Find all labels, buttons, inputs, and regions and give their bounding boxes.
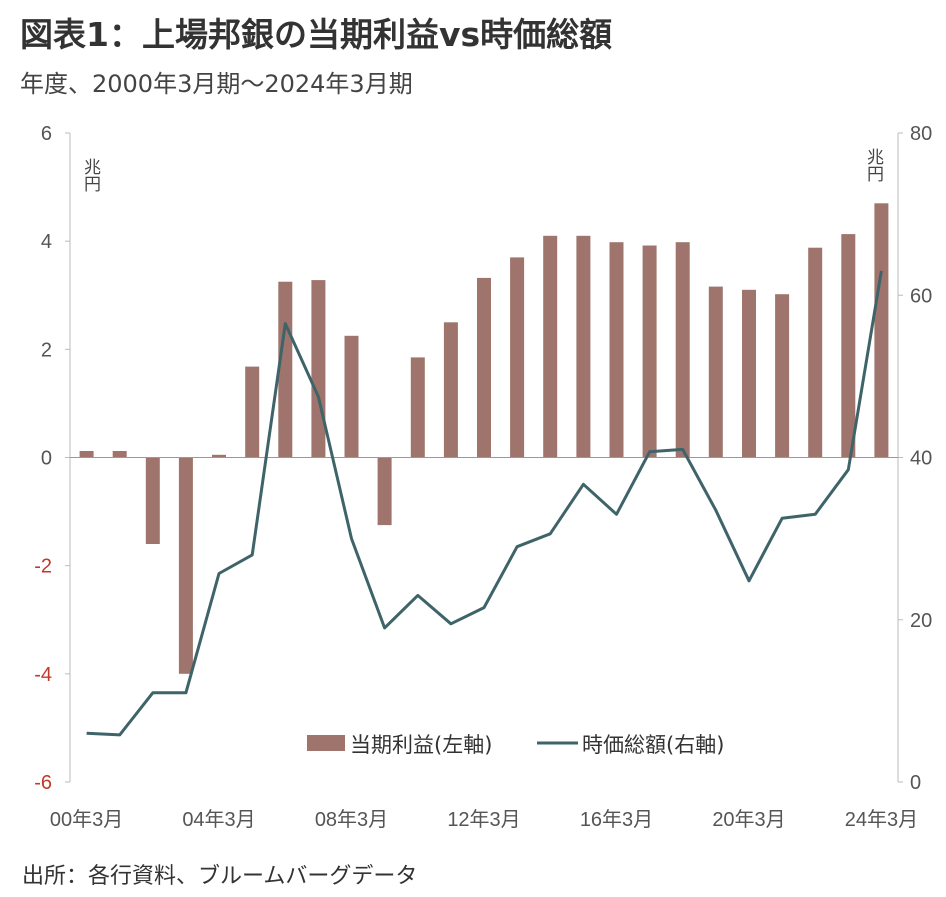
bar <box>609 242 624 458</box>
bar <box>808 247 823 458</box>
bar <box>145 457 160 544</box>
x-axis-ticks: 00年3月 04年3月 08年3月 12年3月 16年3月 20年3月 24年3月 <box>50 808 918 831</box>
bar <box>708 286 723 458</box>
source-note: 出所：各行資料、ブルームバーグデータ <box>22 864 418 889</box>
left-tick-label: 2 <box>41 339 52 361</box>
bar <box>576 235 591 458</box>
bar <box>112 451 127 458</box>
bar <box>841 234 856 458</box>
bar <box>245 366 260 458</box>
line-series <box>86 270 883 737</box>
bar <box>443 322 458 458</box>
x-tick-label: 24年3月 <box>845 808 918 831</box>
line-path <box>86 270 883 737</box>
left-tick-label: 4 <box>41 231 52 253</box>
right-tick-label: 60 <box>910 285 932 307</box>
x-tick-label: 20年3月 <box>712 808 785 831</box>
x-tick-label: 04年3月 <box>182 808 255 831</box>
legend-line-label: 時価総額(右軸) <box>582 733 724 757</box>
bar <box>477 277 491 458</box>
x-tick-label: 12年3月 <box>447 808 520 831</box>
x-tick-label: 08年3月 <box>315 808 388 831</box>
left-axis-ticks: 6 4 2 0 -2 -4 -6 <box>34 123 70 794</box>
right-axis-ticks: 80 60 40 20 0 <box>898 123 932 794</box>
x-tick-label: 16年3月 <box>580 808 653 831</box>
bar <box>675 242 690 458</box>
bar <box>775 294 790 458</box>
bar <box>212 454 226 458</box>
right-tick-label: 0 <box>910 772 921 794</box>
bar-series <box>79 203 889 674</box>
bar <box>742 289 756 458</box>
bar <box>510 257 525 458</box>
chart-title: 図表1：上場邦銀の当期利益vs時価総額 <box>20 15 613 54</box>
right-tick-label: 80 <box>910 123 932 145</box>
bar <box>543 235 558 458</box>
bar <box>79 451 94 458</box>
bar <box>344 335 359 458</box>
bar <box>874 203 889 458</box>
right-tick-label: 20 <box>910 610 932 632</box>
bar <box>410 357 425 458</box>
legend: 当期利益(左軸) 時価総額(右軸) <box>307 733 724 757</box>
right-axis-unit: 兆円 <box>863 148 884 183</box>
left-tick-label: 6 <box>41 123 52 145</box>
left-tick-label: -6 <box>34 772 52 794</box>
chart-subtitle: 年度、2000年3月期～2024年3月期 <box>20 70 413 98</box>
right-tick-label: 40 <box>910 448 932 470</box>
left-tick-label: 0 <box>41 448 52 470</box>
left-axis-unit: 兆円 <box>80 158 101 193</box>
bar <box>311 280 326 458</box>
bar <box>642 245 657 458</box>
left-tick-label: -2 <box>34 556 52 578</box>
bar <box>178 457 193 674</box>
legend-bar-swatch <box>307 735 345 751</box>
left-tick-label: -4 <box>34 664 52 686</box>
legend-bar-label: 当期利益(左軸) <box>350 733 492 757</box>
bar <box>377 457 392 526</box>
x-tick-label: 00年3月 <box>50 808 123 831</box>
bar <box>278 281 293 458</box>
